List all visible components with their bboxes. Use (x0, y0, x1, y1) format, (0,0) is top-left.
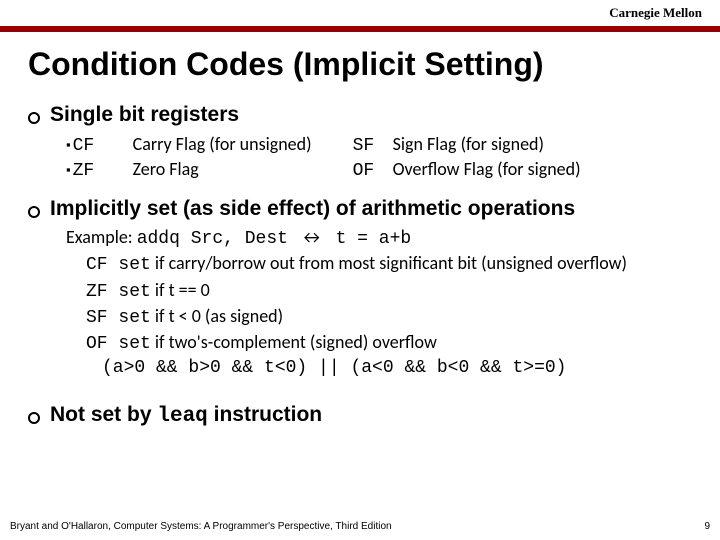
bullet-2: Implicitly set (as side effect) of arith… (22, 197, 698, 221)
footer-left: Bryant and O'Hallaron, Computer Systems:… (10, 521, 392, 532)
flag-code: SF (353, 136, 393, 156)
b3-mono: leaq (157, 405, 207, 428)
flag-code: OF (353, 161, 393, 181)
page-number: 9 (704, 521, 710, 532)
of-line: OF set if two's-complement (signed) over… (86, 330, 698, 356)
sf-text: if t < 0 (as signed) (151, 305, 283, 327)
example-instr: addq Src, Dest (137, 229, 288, 249)
cf-text: if carry/borrow out from most significan… (151, 252, 627, 274)
example-label: Example: (66, 226, 133, 248)
square-bullet-icon: ▪ (66, 137, 71, 152)
zf-text: if t == 0 (151, 279, 210, 301)
cf-line: CF set if carry/borrow out from most sig… (86, 251, 698, 277)
b3-pre: Not set by (50, 403, 157, 426)
bullet-1-text: Single bit registers (50, 103, 239, 127)
square-bullet-icon: ▪ (66, 162, 71, 177)
bullet-3-text: Not set by leaq instruction (50, 403, 322, 428)
example-result: t = a+b (336, 229, 412, 249)
sf-code: SF set (86, 308, 151, 328)
footer: Bryant and O'Hallaron, Computer Systems:… (10, 521, 710, 532)
example-block: Example: addq Src, Dest ↔ t = a+b CF set… (66, 225, 698, 381)
slide-title: Condition Codes (Implicit Setting) (0, 32, 720, 89)
zf-code: ZF set (86, 282, 151, 302)
overflow-expr: (a>0 && b>0 && t<0) || (a<0 && b<0 && t>… (102, 356, 698, 380)
bullet-1: Single bit registers (22, 103, 698, 127)
flag-row: ▪ CF Carry Flag (for unsigned) SF Sign F… (66, 133, 698, 156)
example-line: Example: addq Src, Dest ↔ t = a+b (66, 225, 698, 251)
flag-desc: Carry Flag (for unsigned) (133, 133, 353, 155)
flag-code: ZF (73, 161, 133, 181)
bullet-3: Not set by leaq instruction (22, 403, 698, 428)
flag-table: ▪ CF Carry Flag (for unsigned) SF Sign F… (66, 133, 698, 181)
flag-code: CF (73, 136, 133, 156)
flag-desc: Sign Flag (for signed) (393, 133, 544, 155)
bullet-2-text: Implicitly set (as side effect) of arith… (50, 197, 575, 221)
arrow-icon: ↔ (300, 226, 323, 248)
of-code: OF set (86, 334, 151, 354)
b3-post: instruction (208, 403, 322, 426)
cf-code: CF set (86, 255, 151, 275)
sf-line: SF set if t < 0 (as signed) (86, 304, 698, 330)
content-area: Single bit registers ▪ CF Carry Flag (fo… (0, 89, 720, 428)
zf-line: ZF set if t == 0 (86, 278, 698, 304)
bullet-icon (28, 206, 40, 218)
university-label: Carnegie Mellon (609, 5, 702, 21)
topbar: Carnegie Mellon (0, 0, 720, 26)
flag-row: ▪ ZF Zero Flag OF Overflow Flag (for sig… (66, 158, 698, 181)
bullet-icon (28, 412, 40, 424)
flag-desc: Zero Flag (133, 158, 353, 180)
flag-desc: Overflow Flag (for signed) (393, 158, 581, 180)
bullet-icon (28, 112, 40, 124)
of-text: if two's-complement (signed) overflow (151, 331, 437, 353)
